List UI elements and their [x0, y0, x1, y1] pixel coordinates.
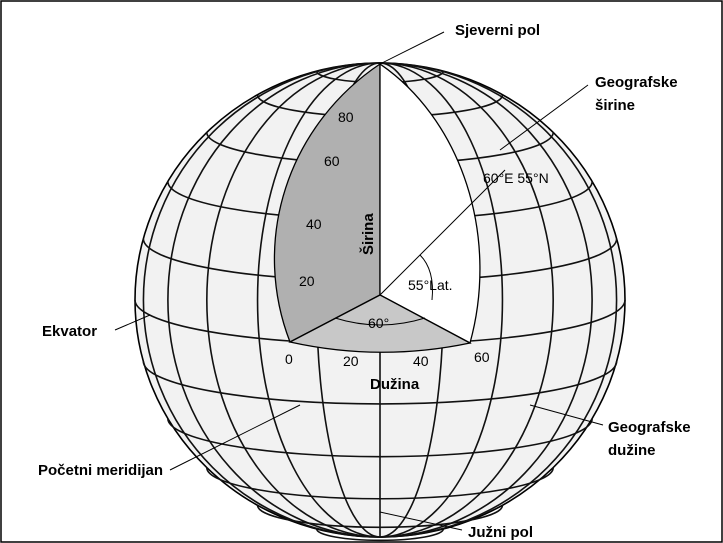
- grid-line: [167, 418, 593, 458]
- tick: 60: [324, 153, 340, 169]
- label: Geografske: [608, 419, 691, 436]
- axis-label: Širina: [359, 213, 377, 255]
- tick: 80: [338, 109, 354, 125]
- cutout: [379, 62, 481, 344]
- grid-line: [142, 361, 618, 405]
- tick: 20: [299, 273, 315, 289]
- tick: 0: [285, 351, 293, 367]
- grid-line: [379, 62, 554, 538]
- leader: [114, 314, 151, 331]
- label: 60°E 55°N: [483, 170, 549, 186]
- axis-label: Dužina: [370, 376, 420, 393]
- tick: 40: [306, 216, 322, 232]
- label: Sjeverni pol: [455, 22, 540, 39]
- grid-line: [256, 62, 381, 538]
- grid-line: [167, 62, 381, 538]
- grid-line: [256, 505, 504, 529]
- label: širine: [595, 97, 635, 114]
- tick: 20: [343, 353, 359, 369]
- grid-line: [315, 528, 445, 542]
- tick: 40: [413, 353, 429, 369]
- label: Ekvator: [42, 323, 97, 340]
- lon-arc: [334, 317, 426, 326]
- leader: [529, 404, 604, 426]
- leader: [499, 84, 589, 151]
- lat-arc: [419, 254, 433, 301]
- radius: [379, 169, 506, 296]
- grid-line: [379, 62, 504, 538]
- leader: [379, 511, 463, 531]
- label: 55°Lat.: [408, 277, 453, 293]
- grid-line: [379, 62, 593, 538]
- grid-line: [142, 62, 381, 538]
- grid-line: [206, 62, 381, 538]
- label: Početni meridijan: [38, 462, 163, 479]
- label: Južni pol: [468, 524, 533, 541]
- leader: [379, 31, 445, 65]
- tick: 60: [474, 349, 490, 365]
- equator-wedge: [288, 294, 472, 353]
- label: 60°: [368, 315, 389, 331]
- grid-line: [379, 62, 618, 538]
- label: dužine: [608, 442, 656, 459]
- grid-line: [205, 467, 555, 500]
- leader: [169, 404, 301, 471]
- label: Geografske: [595, 74, 678, 91]
- latitude-wall: [273, 62, 381, 343]
